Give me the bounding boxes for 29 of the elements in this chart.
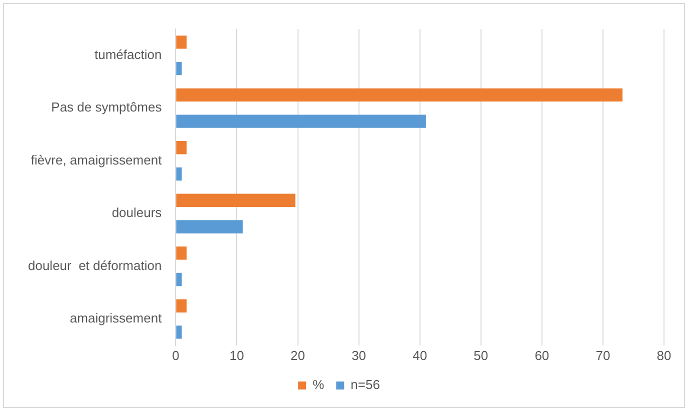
x-tick-label: 30 [352,348,366,363]
bar [176,114,426,128]
x-tick-label: 80 [656,348,672,363]
bar [176,36,187,49]
x-tick-label: 0 [172,348,180,363]
x-tick-label: 40 [412,348,428,363]
legend-label: % [312,377,325,392]
x-tick-label: 70 [596,348,610,363]
y-tick-label: Pas de symptômes [51,100,162,115]
bar [176,62,182,76]
y-tick-label: amaigrissement [70,310,162,326]
x-tick-label: 60 [534,348,550,363]
x-tick-label: 20 [290,348,306,363]
bar [176,141,187,154]
x-tick-label: 50 [474,348,488,363]
bar [176,220,243,234]
bar [176,194,296,207]
y-tick-label: fièvre, amaigrissement [30,152,162,168]
bar [176,299,187,312]
legend-label: n=56 [350,377,380,392]
y-tick-label: tuméfaction [94,46,162,62]
y-tick-label: douleurs [112,205,162,220]
bar [176,326,182,339]
bar [176,88,622,102]
x-tick-label: 10 [230,348,244,363]
bar [176,167,182,181]
bar [176,246,187,260]
bar [176,272,182,286]
y-tick-label: douleur et déformation [28,258,162,273]
